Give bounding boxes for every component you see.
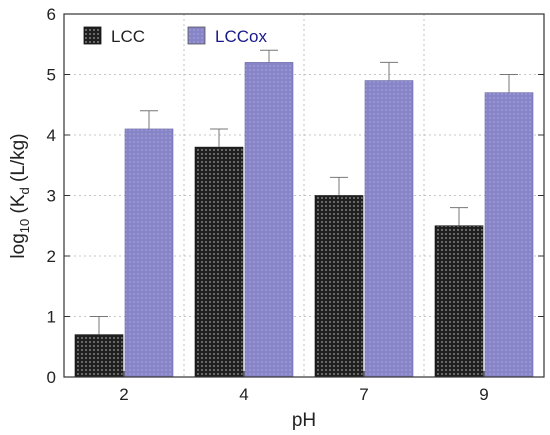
y-axis-title-unit: (L/kg) bbox=[8, 133, 29, 187]
bar-lccox-ph-9 bbox=[484, 92, 534, 378]
legend-label-lccox: LCCox bbox=[215, 27, 267, 46]
legend-swatch-lcc bbox=[83, 26, 102, 45]
bar-lccox-ph-4 bbox=[244, 62, 294, 378]
y-tick-label: 2 bbox=[47, 247, 56, 266]
y-axis-title-sub-10: 10 bbox=[17, 219, 32, 233]
y-ticks: 0 1 2 3 4 5 6 bbox=[47, 5, 544, 387]
error-bars bbox=[90, 49, 518, 335]
legend-swatch-lccox bbox=[187, 26, 206, 45]
y-tick-label: 4 bbox=[47, 126, 56, 145]
x-axis-title: pH bbox=[292, 410, 316, 431]
x-tick-label: 7 bbox=[359, 385, 368, 404]
bar-lcc-ph-9 bbox=[434, 225, 484, 378]
x-tick-label: 4 bbox=[239, 385, 248, 404]
y-tick-label: 1 bbox=[47, 308, 56, 327]
bar-lcc-ph-2 bbox=[74, 334, 124, 378]
bar-lccox-ph-7 bbox=[364, 80, 414, 378]
y-tick-label: 3 bbox=[47, 187, 56, 206]
legend-label-lcc: LCC bbox=[111, 27, 145, 46]
bar-lccox-ph-2 bbox=[124, 128, 174, 378]
y-axis-title-k: (K bbox=[8, 194, 29, 219]
legend: LCC LCCox bbox=[83, 26, 267, 46]
x-tick-label: 2 bbox=[119, 385, 128, 404]
y-tick-label: 6 bbox=[47, 5, 56, 24]
bars bbox=[74, 62, 534, 378]
y-axis-title: log10 (Kd (L/kg) bbox=[8, 133, 32, 258]
y-tick-label: 5 bbox=[47, 66, 56, 85]
bar-lcc-ph-4 bbox=[194, 146, 244, 378]
x-tick-label: 9 bbox=[479, 385, 488, 404]
y-tick-label: 0 bbox=[47, 368, 56, 387]
bar-lcc-ph-7 bbox=[314, 195, 364, 378]
y-axis-title-sub-d: d bbox=[17, 187, 32, 194]
y-axis-title-log: log bbox=[8, 233, 29, 258]
x-ticks: 2 4 7 9 bbox=[119, 371, 489, 404]
